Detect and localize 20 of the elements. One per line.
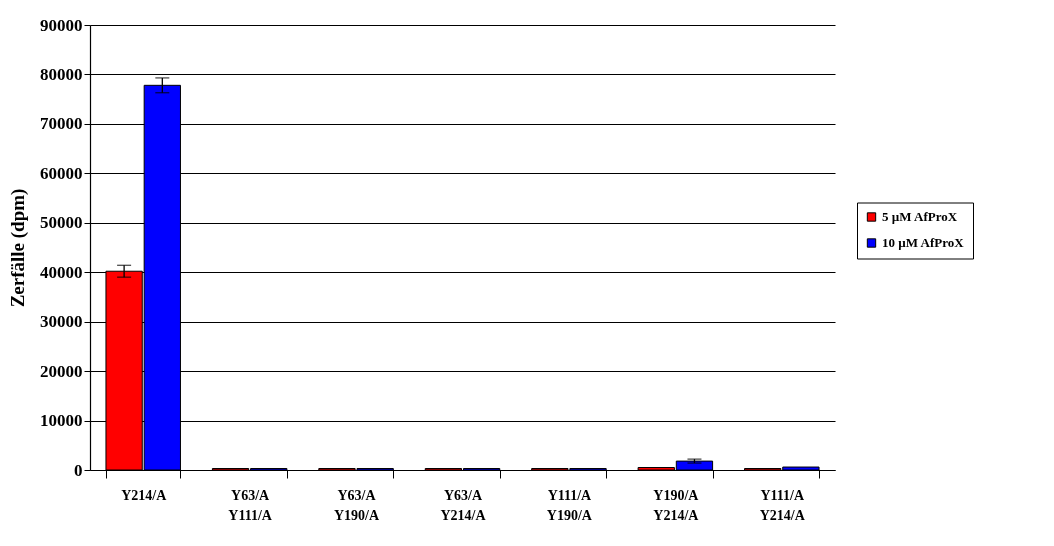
x-tick-label: Y111/A Y190/A (546, 487, 593, 523)
y-tick-label: 60000 (40, 163, 83, 183)
y-tick-label: 10000 (40, 411, 83, 431)
legend-label: 10 µM AfProX (882, 235, 965, 250)
x-tick-label: Y190/A Y214/A (653, 487, 700, 523)
x-tick-label: Y63/A Y111/A (228, 487, 273, 523)
legend-label: 5 µM AfProX (882, 209, 958, 224)
x-tick-label: Y214/A (121, 487, 168, 503)
y-tick-label: 30000 (40, 312, 83, 332)
y-tick-label: 50000 (40, 213, 83, 233)
y-tick-label: 0 (74, 460, 83, 480)
x-tick-label: Y63/A Y214/A (440, 487, 487, 523)
y-tick-label: 20000 (40, 361, 83, 381)
y-tick-label: 90000 (40, 15, 83, 35)
x-tick-label: Y63/A Y190/A (334, 487, 381, 523)
y-tick-label: 80000 (40, 64, 83, 84)
y-axis-title: Zerfälle (dpm) (7, 188, 29, 308)
x-tick-label: Y111/A Y214/A (759, 487, 806, 523)
y-tick-label: 40000 (40, 262, 83, 282)
y-tick-label: 70000 (40, 114, 83, 134)
